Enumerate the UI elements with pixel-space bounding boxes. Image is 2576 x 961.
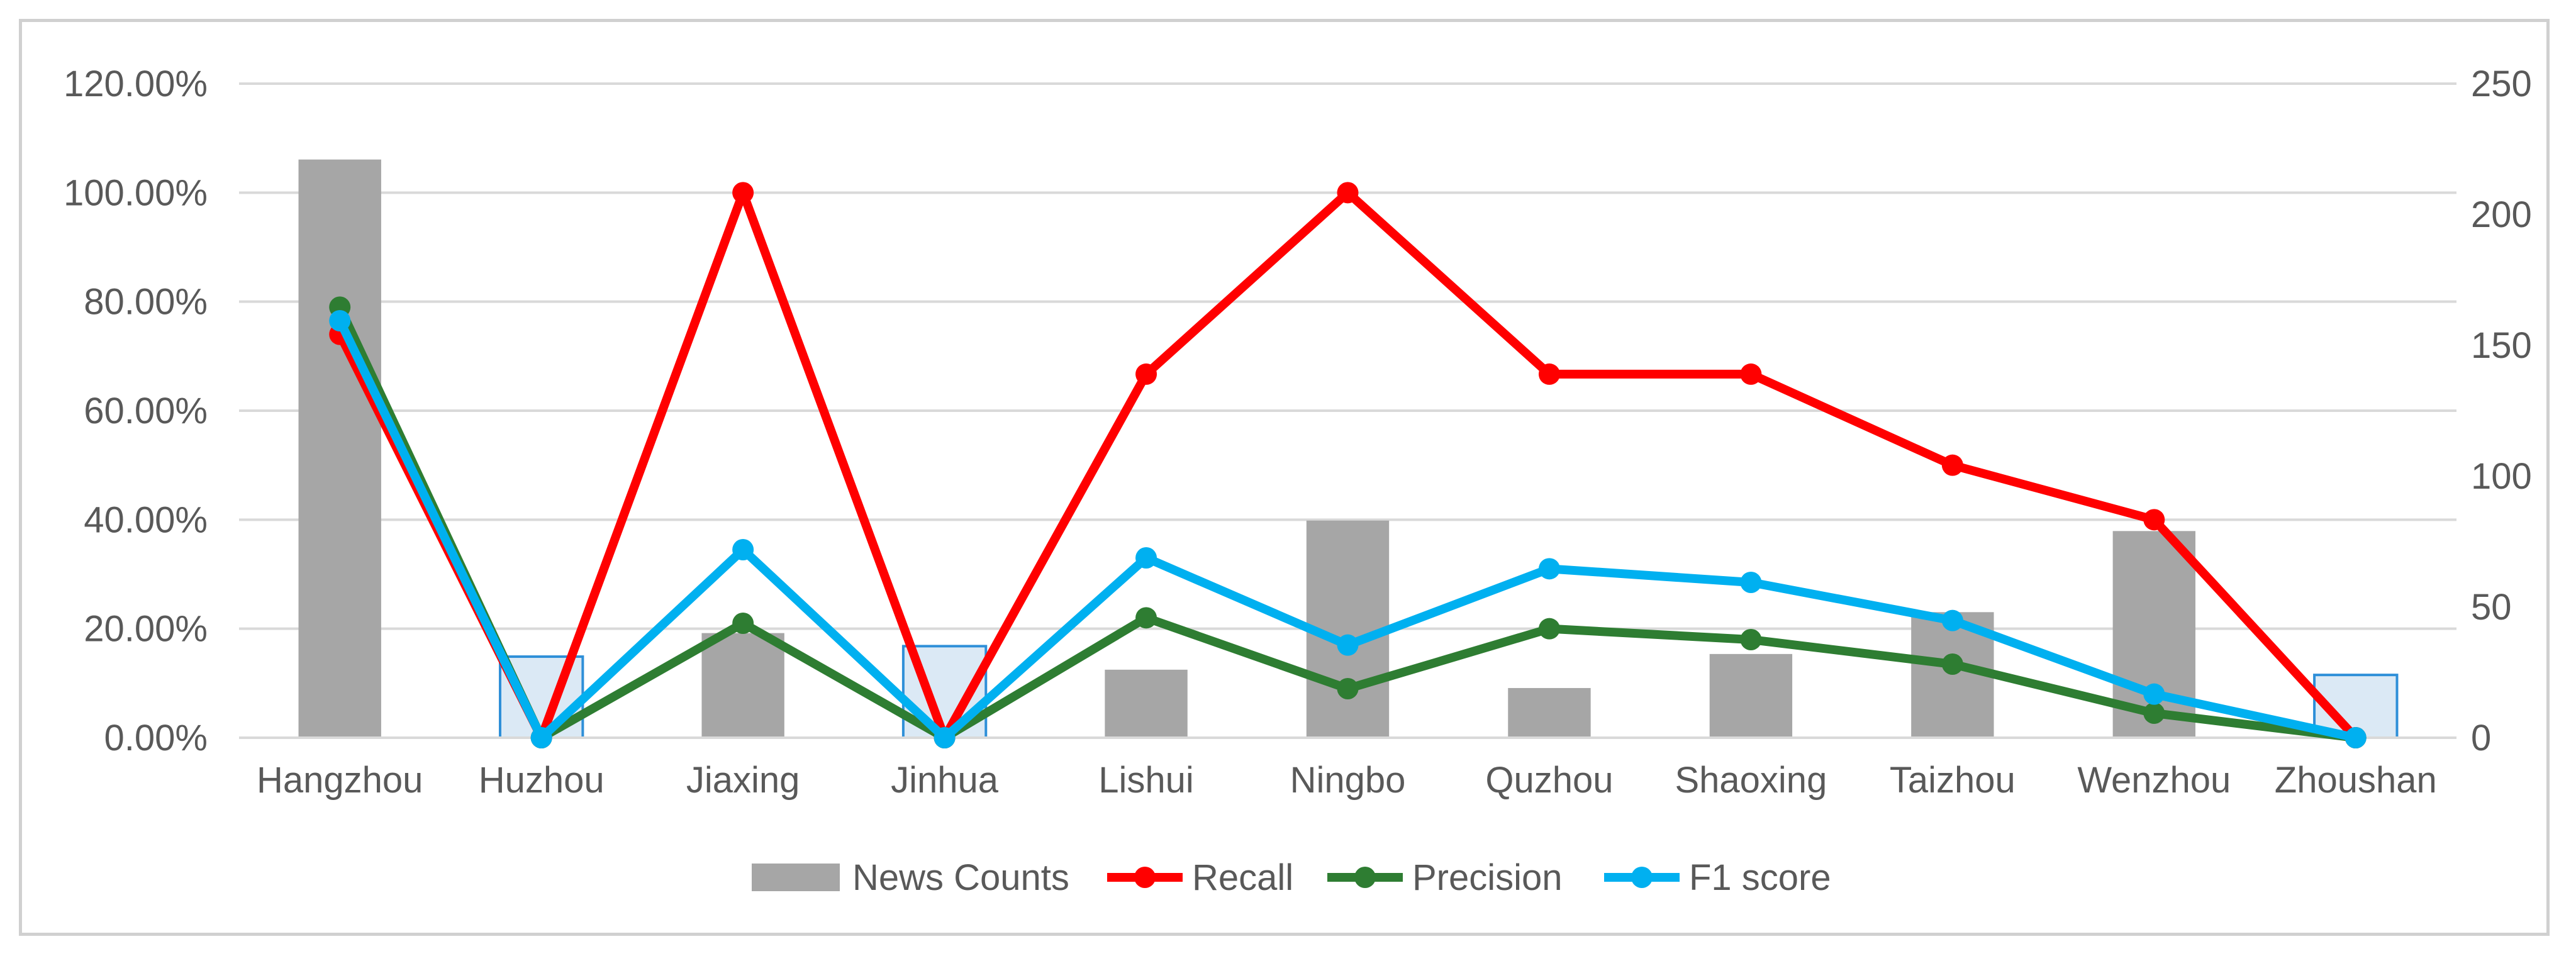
- y-right-tick-label: 150: [2471, 325, 2532, 366]
- point-precision: [2143, 703, 2165, 724]
- point-f1-score: [1337, 634, 1359, 656]
- point-f1-score: [329, 310, 351, 331]
- right-axis-ticks: 0 50 100 150 200 250: [2471, 64, 2532, 758]
- point-recall: [2143, 509, 2165, 531]
- legend-label: News Counts: [852, 857, 1069, 898]
- bar-news-counts: [1709, 653, 1793, 738]
- y-right-tick-label: 250: [2471, 64, 2532, 104]
- point-recall: [1941, 454, 1963, 476]
- y-left-tick-label: 20.00%: [84, 609, 208, 650]
- y-left-tick-label: 100.00%: [64, 172, 208, 213]
- legend-swatch-news-counts: [752, 864, 840, 891]
- x-category-label: Jinhua: [891, 760, 999, 801]
- y-left-tick-label: 0.00%: [104, 718, 208, 758]
- point-precision: [1337, 678, 1359, 699]
- x-category-label: Wenzhou: [2077, 760, 2231, 801]
- bar-news-counts: [298, 159, 381, 738]
- bar-news-counts: [701, 633, 784, 738]
- legend-label: Recall: [1192, 857, 1293, 898]
- y-left-tick-label: 40.00%: [84, 499, 208, 540]
- category-labels: Hangzhou Huzhou Jiaxing Jinhua Lishui Ningbo Q…: [257, 760, 2437, 801]
- point-recall: [1538, 363, 1560, 385]
- point-precision: [732, 613, 754, 634]
- bar-news-counts: [1105, 669, 1188, 738]
- point-recall: [1740, 363, 1762, 385]
- y-right-tick-label: 200: [2471, 194, 2532, 235]
- point-recall: [1135, 363, 1157, 385]
- x-category-label: Zhoushan: [2275, 760, 2437, 801]
- x-category-label: Quzhou: [1485, 760, 1613, 801]
- legend-swatch-marker: [1631, 867, 1653, 888]
- x-category-label: Huzhou: [479, 760, 605, 801]
- point-precision: [1135, 607, 1157, 629]
- point-f1-score: [934, 727, 956, 748]
- point-precision: [1941, 653, 1963, 675]
- legend-swatch-marker: [1134, 867, 1156, 888]
- y-left-tick-label: 60.00%: [84, 391, 208, 431]
- legend: News Counts Recall Precision F1 score: [752, 857, 1831, 898]
- point-precision: [1538, 618, 1560, 640]
- point-f1-score: [732, 539, 754, 560]
- line-series: [329, 182, 2367, 748]
- point-f1-score: [1740, 572, 1762, 593]
- legend-label: Precision: [1412, 857, 1563, 898]
- point-f1-score: [2345, 727, 2367, 748]
- point-f1-score: [1135, 547, 1157, 569]
- point-f1-score: [1538, 558, 1560, 580]
- point-recall: [1337, 182, 1359, 204]
- point-recall: [732, 182, 754, 204]
- x-category-label: Shaoxing: [1675, 760, 1827, 801]
- bar-news-counts: [1508, 687, 1591, 738]
- x-category-label: Taizhou: [1890, 760, 2016, 801]
- x-category-label: Hangzhou: [257, 760, 423, 801]
- combo-chart: 0.00% 20.00% 40.00% 60.00% 80.00% 100.00% 120.…: [64, 64, 2532, 898]
- legend-label: F1 score: [1689, 857, 1831, 898]
- y-right-tick-label: 100: [2471, 456, 2532, 497]
- point-f1-score: [1941, 609, 1963, 631]
- y-left-tick-label: 80.00%: [84, 282, 208, 323]
- left-axis-ticks: 0.00% 20.00% 40.00% 60.00% 80.00% 100.00% 120.…: [64, 64, 208, 758]
- y-right-tick-label: 0: [2471, 718, 2491, 758]
- point-f1-score: [2143, 683, 2165, 705]
- x-category-label: Lishui: [1098, 760, 1194, 801]
- chart-frame: 0.00% 20.00% 40.00% 60.00% 80.00% 100.00% 120.…: [19, 19, 2550, 936]
- x-category-label: Ningbo: [1290, 760, 1406, 801]
- point-f1-score: [530, 727, 552, 748]
- legend-swatch-marker: [1354, 867, 1376, 888]
- y-left-tick-label: 120.00%: [64, 64, 208, 104]
- point-precision: [1740, 629, 1762, 650]
- x-category-label: Jiaxing: [686, 760, 800, 801]
- y-right-tick-label: 50: [2471, 587, 2512, 628]
